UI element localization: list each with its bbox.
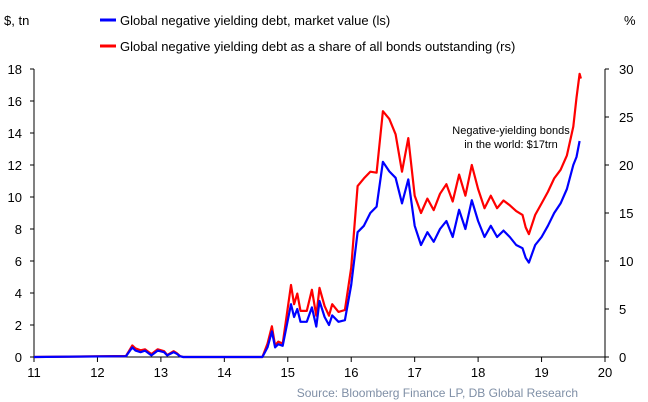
right-axis-unit-label: %	[624, 13, 636, 28]
right-y-tick-label: 10	[619, 254, 633, 269]
x-tick-label: 13	[154, 365, 168, 380]
x-tick-label: 16	[344, 365, 358, 380]
left-y-tick-label: 10	[8, 190, 22, 205]
left-y-tick-label: 12	[8, 158, 22, 173]
right-y-tick-label: 0	[619, 350, 626, 365]
series-line-market-value	[33, 140, 581, 359]
x-tick-label: 19	[534, 365, 548, 380]
right-y-tick-label: 25	[619, 110, 633, 125]
series-layer	[33, 72, 582, 359]
right-y-tick-label: 5	[619, 302, 626, 317]
ticks-layer: 11 12 13 14 15 16 17 18 19 20 0 2 4 6 8 10 12 14 16 18 0 5 10 1…	[8, 62, 634, 380]
legend-label-market-value: Global negative yielding debt, market va…	[120, 13, 390, 28]
series-line-share-of-bonds	[33, 72, 582, 359]
right-y-tick-label: 20	[619, 158, 633, 173]
x-tick-label: 20	[598, 365, 612, 380]
x-tick-label: 11	[27, 365, 41, 380]
left-y-tick-label: 14	[8, 126, 22, 141]
x-tick-label: 12	[90, 365, 104, 380]
left-y-tick-label: 16	[8, 94, 22, 109]
left-axis-unit-label: $, tn	[4, 13, 29, 28]
left-y-tick-label: 18	[8, 62, 22, 77]
left-y-tick-label: 0	[15, 350, 22, 365]
left-y-tick-label: 8	[15, 222, 22, 237]
x-tick-label: 15	[281, 365, 295, 380]
right-y-tick-label: 30	[619, 62, 633, 77]
source-note: Source: Bloomberg Finance LP, DB Global …	[297, 386, 578, 400]
left-y-tick-label: 6	[15, 254, 22, 269]
right-y-tick-label: 15	[619, 206, 633, 221]
annotation-line-1: Negative-yielding bonds	[452, 125, 570, 137]
left-y-tick-label: 4	[15, 286, 22, 301]
x-tick-label: 17	[407, 365, 421, 380]
x-tick-label: 18	[471, 365, 485, 380]
x-tick-label: 14	[217, 365, 231, 380]
annotation-line-2: in the world: $17trn	[464, 139, 558, 151]
legend: Global negative yielding debt, market va…	[100, 13, 515, 54]
left-y-tick-label: 2	[15, 318, 22, 333]
legend-label-share-of-bonds: Global negative yielding debt as a share…	[120, 39, 515, 54]
